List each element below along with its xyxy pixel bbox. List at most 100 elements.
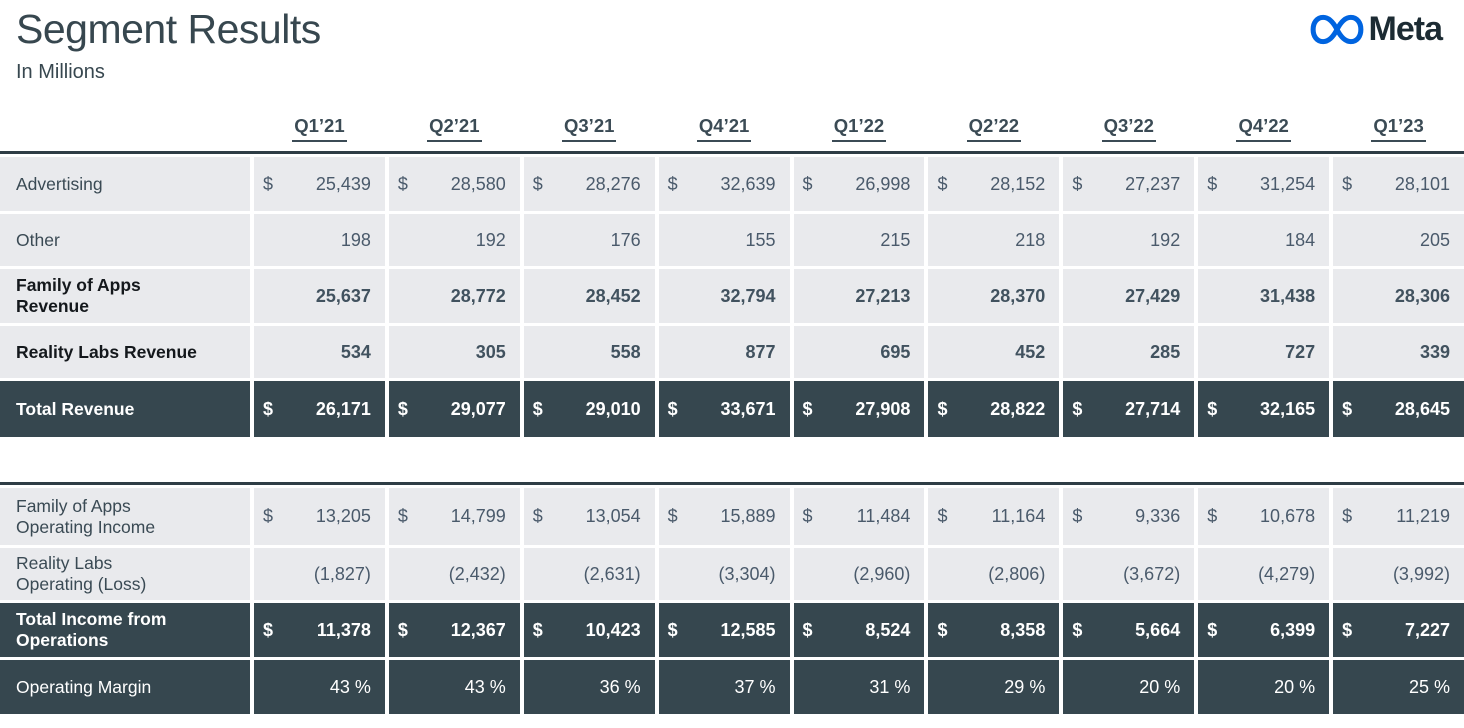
value-cell: $26,998 bbox=[793, 157, 925, 211]
dollar-sign: $ bbox=[263, 398, 274, 419]
value-cell: $11,378 bbox=[254, 603, 385, 657]
value-text: 27,908 bbox=[855, 398, 911, 419]
value-cell: $33,671 bbox=[658, 381, 790, 437]
value-text: 25,637 bbox=[315, 285, 371, 306]
column-header-Q3-21: Q3’21 bbox=[524, 115, 655, 142]
value-cell: 28,772 bbox=[388, 269, 520, 323]
dollar-sign: $ bbox=[1207, 506, 1218, 526]
value-cell: 28,306 bbox=[1333, 269, 1464, 323]
value-cell: $28,152 bbox=[928, 157, 1060, 211]
dollar-sign: $ bbox=[937, 173, 948, 194]
value-cell: 155 bbox=[658, 214, 790, 266]
value-cell: 20 % bbox=[1063, 660, 1195, 714]
value-text: 15,889 bbox=[720, 506, 776, 526]
value-cell: $10,423 bbox=[523, 603, 655, 657]
dollar-sign: $ bbox=[667, 398, 678, 419]
column-header-Q4-22: Q4’22 bbox=[1198, 115, 1329, 142]
row-label: Operating Margin bbox=[0, 660, 250, 714]
dollar-sign: $ bbox=[1072, 506, 1083, 526]
value-text: 11,164 bbox=[991, 506, 1046, 526]
value-text: 43 % bbox=[464, 676, 506, 697]
value-text: 695 bbox=[880, 341, 911, 362]
revenue-table: Advertising $25,439 $28,580 $28,276 $32,639 $… bbox=[0, 151, 1464, 437]
dollar-sign: $ bbox=[802, 173, 813, 194]
value-cell: 205 bbox=[1333, 214, 1464, 266]
value-text: 25,439 bbox=[315, 173, 371, 194]
value-cell: $11,219 bbox=[1333, 488, 1464, 545]
value-cell: 215 bbox=[793, 214, 925, 266]
value-text: 727 bbox=[1285, 341, 1316, 362]
value-text: 27,714 bbox=[1125, 398, 1181, 419]
value-cell: 285 bbox=[1063, 326, 1195, 378]
value-cell: 198 bbox=[254, 214, 385, 266]
value-text: 31,254 bbox=[1260, 173, 1316, 194]
value-text: 7,227 bbox=[1404, 619, 1450, 640]
value-text: 11,378 bbox=[316, 619, 371, 640]
value-text: 28,822 bbox=[990, 398, 1046, 419]
value-text: 305 bbox=[475, 341, 506, 362]
meta-wordmark: Meta bbox=[1368, 10, 1443, 48]
value-cell: $29,010 bbox=[523, 381, 655, 437]
value-cell: $27,908 bbox=[793, 381, 925, 437]
value-text: 184 bbox=[1285, 229, 1316, 250]
dollar-sign: $ bbox=[802, 506, 813, 526]
dollar-sign: $ bbox=[667, 619, 678, 640]
dollar-sign: $ bbox=[532, 173, 543, 194]
value-text: (2,432) bbox=[448, 563, 506, 584]
value-cell: 37 % bbox=[658, 660, 790, 714]
dollar-sign: $ bbox=[397, 619, 408, 640]
value-text: 28,152 bbox=[990, 173, 1046, 194]
value-cell: 28,452 bbox=[523, 269, 655, 323]
value-text: 28,772 bbox=[450, 285, 506, 306]
value-text: 534 bbox=[340, 341, 371, 362]
dollar-sign: $ bbox=[397, 398, 408, 419]
dollar-sign: $ bbox=[802, 619, 813, 640]
value-text: 14,799 bbox=[450, 506, 506, 526]
value-text: 37 % bbox=[734, 676, 776, 697]
operating-income-table: Family of Apps Operating Income $13,205 $1… bbox=[0, 482, 1464, 714]
value-text: 192 bbox=[1150, 229, 1181, 250]
value-text: (3,304) bbox=[718, 563, 776, 584]
value-text: 452 bbox=[1015, 341, 1046, 362]
dollar-sign: $ bbox=[802, 398, 813, 419]
value-text: 32,794 bbox=[720, 285, 776, 306]
value-cell: (3,992) bbox=[1333, 548, 1464, 600]
value-cell: 176 bbox=[523, 214, 655, 266]
value-text: 28,276 bbox=[585, 173, 641, 194]
dollar-sign: $ bbox=[532, 506, 543, 526]
value-cell: $12,585 bbox=[658, 603, 790, 657]
value-text: 12,585 bbox=[720, 619, 776, 640]
value-text: 877 bbox=[745, 341, 776, 362]
value-cell: $28,276 bbox=[523, 157, 655, 211]
column-header-Q4-21: Q4’21 bbox=[659, 115, 790, 142]
meta-infinity-icon bbox=[1310, 13, 1364, 46]
dollar-sign: $ bbox=[1342, 398, 1353, 419]
dollar-sign: $ bbox=[1207, 619, 1218, 640]
value-text: 198 bbox=[340, 229, 371, 250]
column-header-Q1-22: Q1’22 bbox=[794, 115, 925, 142]
value-text: 28,370 bbox=[990, 285, 1046, 306]
value-text: 27,237 bbox=[1125, 173, 1181, 194]
value-cell: (3,304) bbox=[658, 548, 790, 600]
value-cell: $28,645 bbox=[1333, 381, 1464, 437]
dollar-sign: $ bbox=[1072, 619, 1083, 640]
dollar-sign: $ bbox=[937, 398, 948, 419]
value-text: 31 % bbox=[869, 676, 911, 697]
value-text: 32,165 bbox=[1260, 398, 1316, 419]
quarter-header-row: Q1’21 Q2’21 Q3’21 Q4’21 Q1’22 Q2’22 Q3’22 Q4’22… bbox=[0, 110, 1464, 142]
value-text: 26,998 bbox=[855, 173, 911, 194]
row-label: Family of Apps Operating Income bbox=[0, 488, 250, 545]
value-cell: $28,822 bbox=[928, 381, 1060, 437]
value-cell: 192 bbox=[388, 214, 520, 266]
value-cell: (4,279) bbox=[1198, 548, 1330, 600]
value-cell: $31,254 bbox=[1198, 157, 1330, 211]
dollar-sign: $ bbox=[1342, 173, 1353, 194]
value-text: 5,664 bbox=[1135, 619, 1181, 640]
dollar-sign: $ bbox=[667, 506, 678, 526]
page-subtitle: In Millions bbox=[16, 61, 105, 83]
value-cell: 218 bbox=[928, 214, 1060, 266]
value-text: (1,827) bbox=[313, 563, 371, 584]
value-cell: 534 bbox=[254, 326, 385, 378]
value-cell: $29,077 bbox=[388, 381, 520, 437]
value-cell: $8,524 bbox=[793, 603, 925, 657]
